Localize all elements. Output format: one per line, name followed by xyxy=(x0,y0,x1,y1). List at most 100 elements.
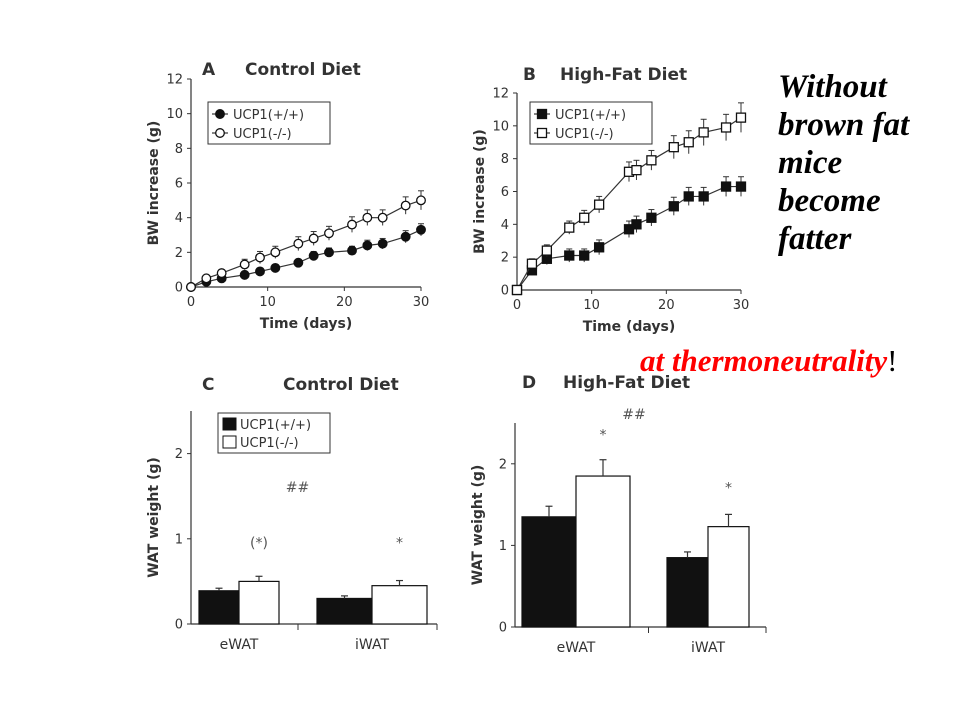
legend-label: UCP1(-/-) xyxy=(233,127,292,142)
legend-marker xyxy=(536,108,548,120)
data-point xyxy=(362,212,373,223)
data-point xyxy=(593,242,605,253)
data-point xyxy=(308,233,319,244)
data-point xyxy=(593,199,605,210)
bar xyxy=(316,597,373,625)
data-point xyxy=(186,282,196,292)
data-point xyxy=(720,122,732,133)
data-point xyxy=(308,250,319,261)
data-point xyxy=(293,257,304,268)
panel-title: High-Fat Diet xyxy=(563,373,690,393)
legend-marker xyxy=(215,128,225,138)
data-point xyxy=(324,247,334,258)
data-point xyxy=(698,191,709,202)
data-point xyxy=(631,219,642,230)
data-point xyxy=(631,165,642,176)
y-tick-label: 0 xyxy=(175,618,183,633)
y-tick-label: 8 xyxy=(175,142,183,157)
x-tick-label: 30 xyxy=(413,295,430,310)
bar xyxy=(666,557,709,628)
data-point xyxy=(564,222,575,233)
data-point xyxy=(735,181,747,192)
x-axis-label: Time (days) xyxy=(260,316,353,332)
significance-label: * xyxy=(725,480,732,496)
y-tick-label: 2 xyxy=(175,246,183,261)
data-point xyxy=(683,191,694,202)
data-point xyxy=(324,228,334,239)
caption-line: Without xyxy=(778,69,887,105)
legend-label: UCP1(+/+) xyxy=(233,108,304,123)
x-tick-label: 20 xyxy=(336,295,353,310)
y-axis-label: WAT weight (g) xyxy=(470,465,486,586)
bar xyxy=(198,590,240,625)
legend-swatch xyxy=(222,435,237,449)
series-line xyxy=(516,185,741,291)
data-point xyxy=(347,245,357,256)
y-axis-label: BW increase (g) xyxy=(146,121,162,246)
legend-label: UCP1(-/-) xyxy=(240,436,299,451)
significance-label: (*) xyxy=(250,535,268,551)
data-point xyxy=(735,112,747,123)
legend-label: UCP1(-/-) xyxy=(555,127,614,142)
bar xyxy=(238,580,280,625)
caption-line: mice xyxy=(778,145,843,181)
data-point xyxy=(377,238,388,249)
data-point xyxy=(400,200,411,211)
significance-label: ## xyxy=(622,407,645,423)
panel-title: High-Fat Diet xyxy=(560,65,687,85)
y-tick-label: 12 xyxy=(166,73,183,88)
data-point xyxy=(255,266,265,277)
panel-letter: B xyxy=(523,65,536,85)
data-point xyxy=(668,201,679,212)
data-point xyxy=(646,212,657,223)
legend-label: UCP1(+/+) xyxy=(240,418,311,433)
data-point xyxy=(293,238,304,249)
y-tick-label: 0 xyxy=(501,284,509,299)
caption-line: brown fat xyxy=(778,107,910,143)
x-tick-label: 10 xyxy=(583,298,600,313)
data-point xyxy=(720,181,732,192)
significance-label: ## xyxy=(286,480,309,496)
y-tick-label: 1 xyxy=(499,539,507,554)
x-tick-label: eWAT xyxy=(220,637,259,653)
panel-title: Control Diet xyxy=(245,60,361,80)
data-point xyxy=(270,247,281,258)
y-tick-label: 2 xyxy=(499,457,507,472)
data-point xyxy=(216,268,227,279)
y-tick-label: 4 xyxy=(175,211,183,226)
y-tick-label: 6 xyxy=(501,185,509,200)
data-point xyxy=(541,245,553,256)
y-tick-label: 2 xyxy=(501,251,509,266)
data-point xyxy=(668,142,679,153)
legend-marker xyxy=(215,109,225,119)
data-point xyxy=(201,273,212,284)
x-tick-label: 0 xyxy=(513,298,521,313)
x-tick-label: eWAT xyxy=(557,640,596,656)
panel-letter: C xyxy=(202,375,214,395)
data-point xyxy=(416,195,426,206)
data-point xyxy=(347,219,357,230)
x-tick-label: 10 xyxy=(259,295,276,310)
data-point xyxy=(683,137,694,148)
x-axis-label: Time (days) xyxy=(583,319,676,335)
legend-swatch xyxy=(222,417,237,431)
data-point xyxy=(579,212,590,223)
y-tick-label: 6 xyxy=(175,177,183,192)
panel-title: Control Diet xyxy=(283,375,399,395)
data-point xyxy=(270,262,281,273)
panel-letter: D xyxy=(522,373,536,393)
data-point xyxy=(377,212,388,223)
x-tick-label: 0 xyxy=(187,295,195,310)
data-point xyxy=(400,231,411,242)
y-tick-label: 2 xyxy=(175,447,183,462)
legend-label: UCP1(+/+) xyxy=(555,108,626,123)
panel-letter: A xyxy=(202,60,216,80)
data-point xyxy=(416,224,426,235)
x-tick-label: 20 xyxy=(658,298,675,313)
y-tick-label: 10 xyxy=(166,107,183,122)
thermoneutrality-note: at thermoneutrality! xyxy=(640,343,898,379)
y-tick-label: 8 xyxy=(501,152,509,167)
y-tick-label: 1 xyxy=(175,532,183,547)
data-point xyxy=(255,252,265,263)
